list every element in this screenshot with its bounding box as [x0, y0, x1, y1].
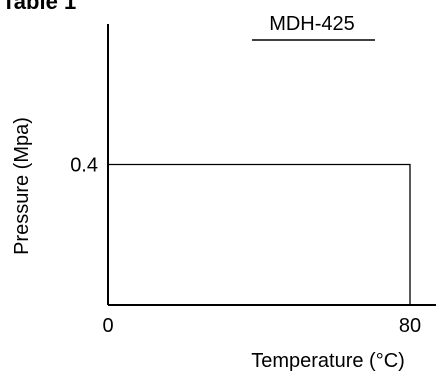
- y-axis-label: Pressure (Mpa): [11, 117, 33, 255]
- x-axis-label: Temperature (°C): [251, 350, 405, 372]
- y-tick-label-0: 0.4: [70, 155, 98, 177]
- series-layer: [108, 163, 411, 305]
- tick-labels: 0 80 0.4: [70, 155, 421, 338]
- series-line-0: [108, 163, 411, 305]
- chart-title: MDH-425: [269, 13, 355, 35]
- x-tick-label-0: 0: [102, 315, 113, 337]
- x-tick-label-1: 80: [399, 315, 421, 337]
- table-heading: Table 1: [2, 0, 76, 14]
